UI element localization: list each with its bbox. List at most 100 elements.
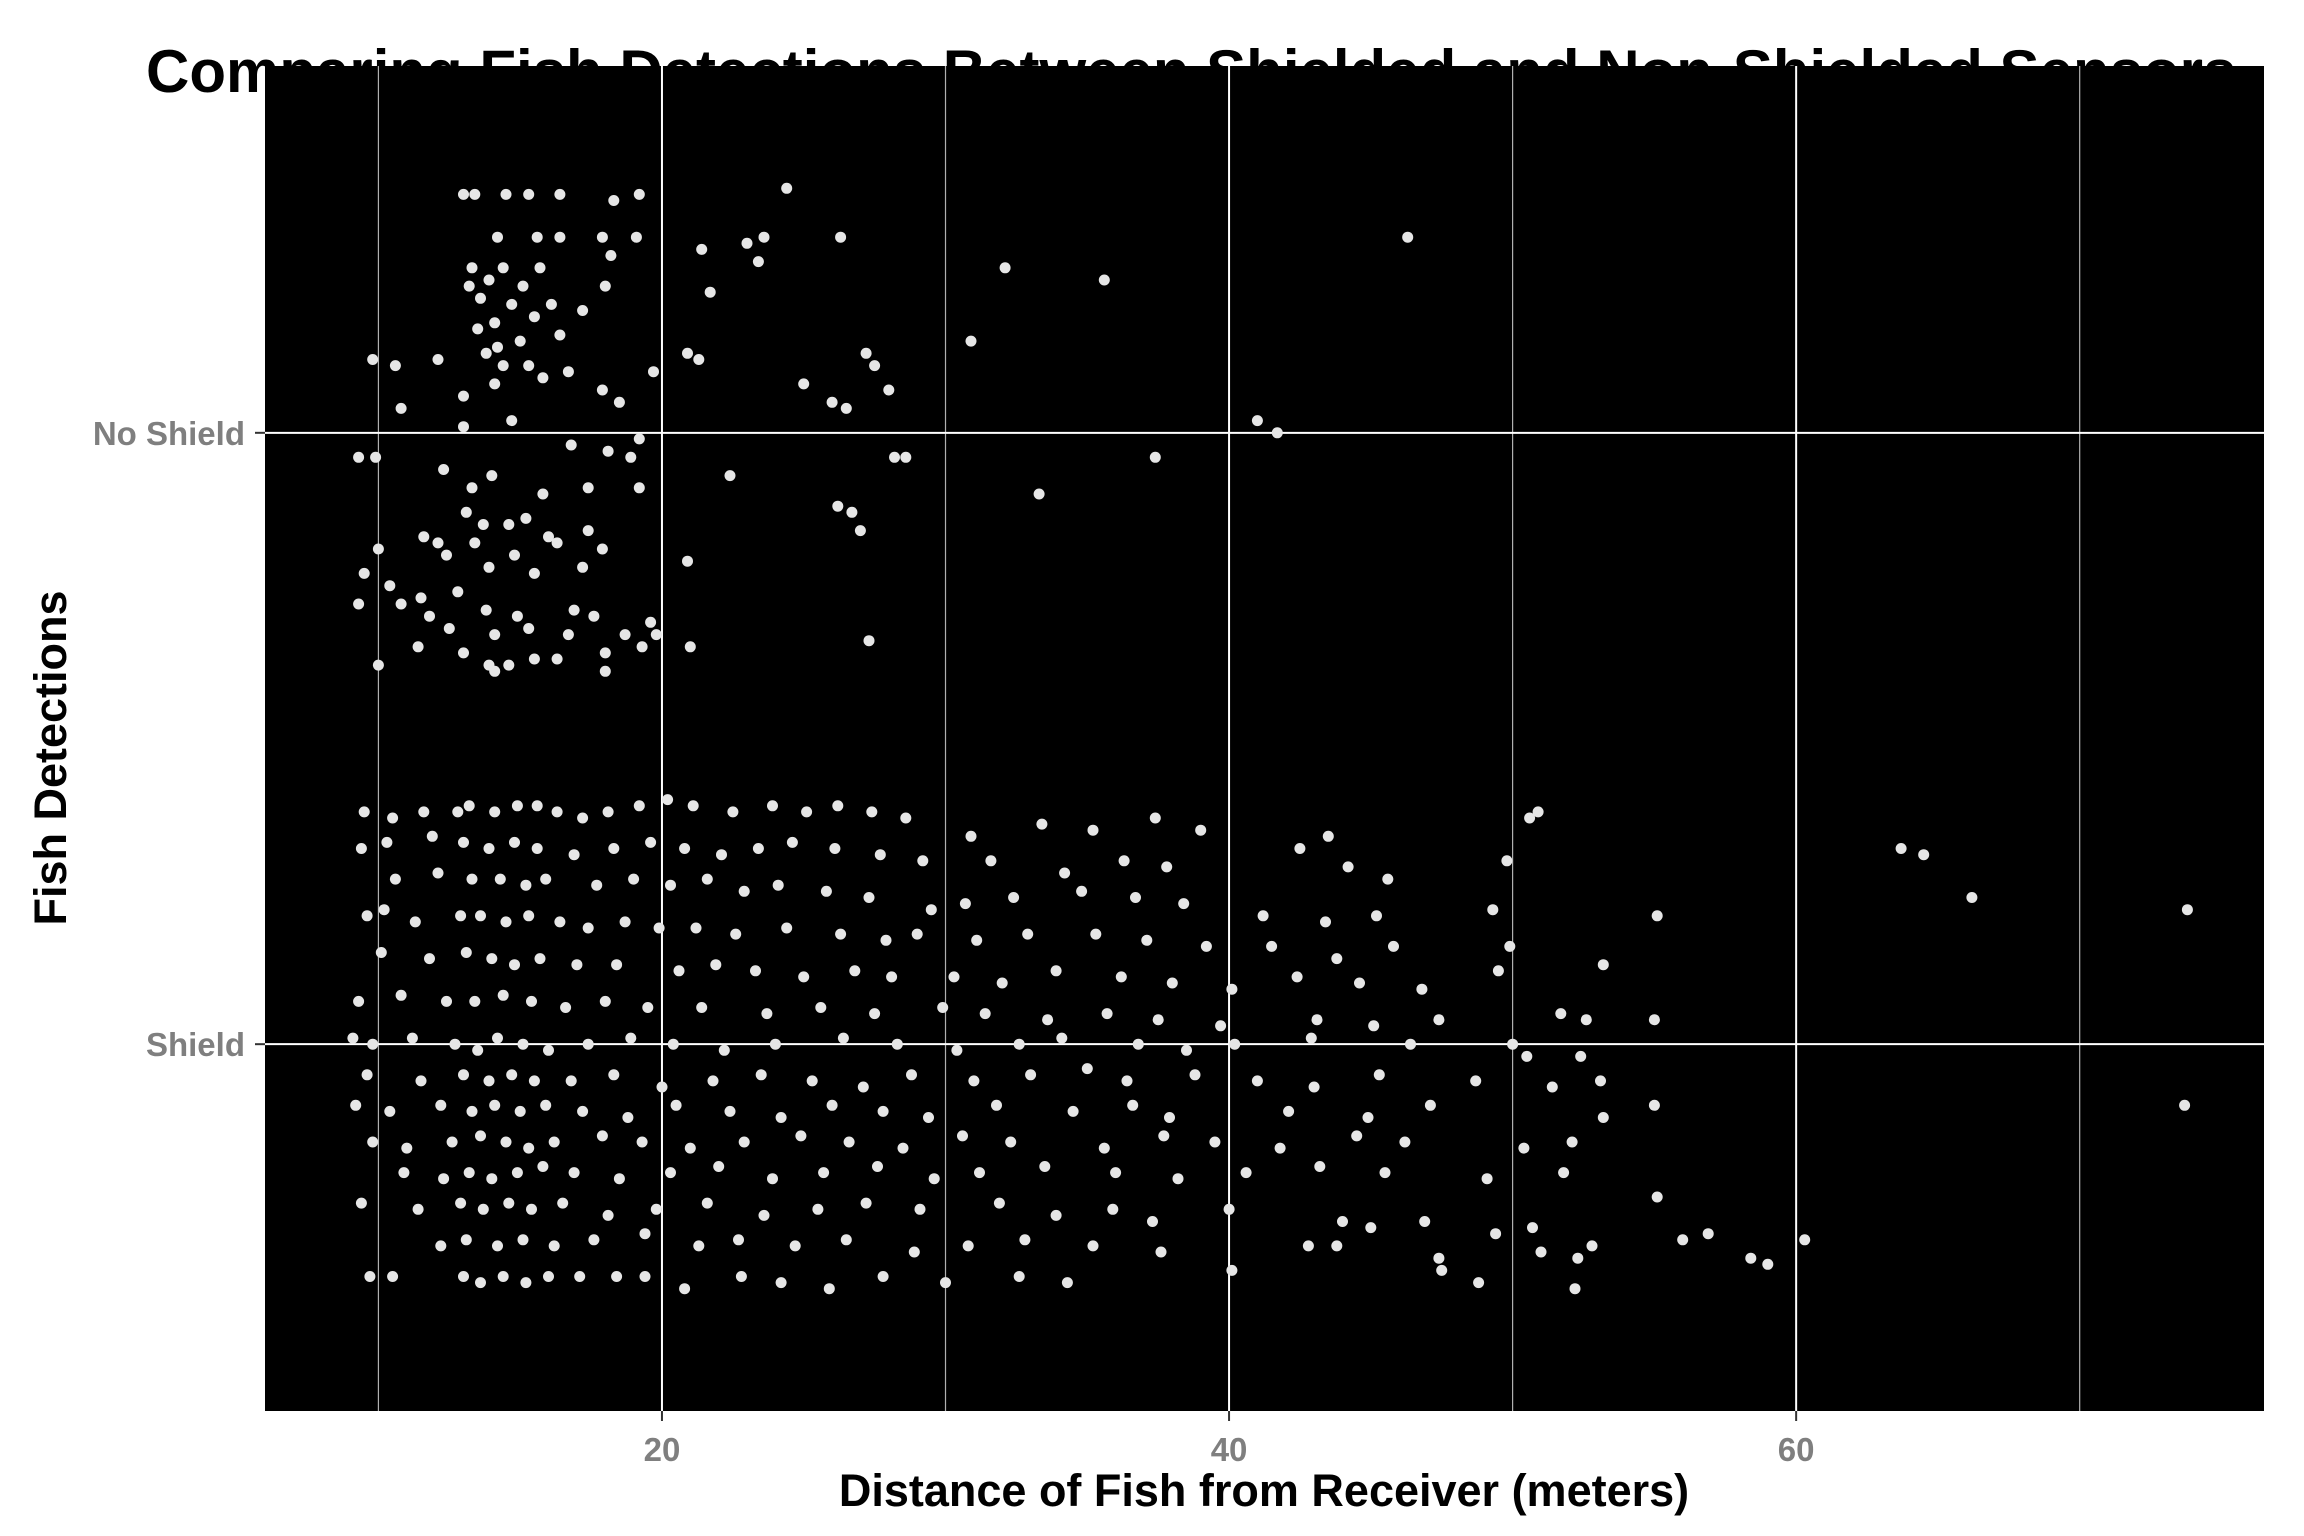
data-point: [940, 1277, 951, 1289]
data-point: [475, 1130, 486, 1142]
data-point: [1419, 1216, 1431, 1227]
x-axis-title: Distance of Fish from Receiver (meters): [839, 1465, 1689, 1516]
data-point: [1019, 1234, 1031, 1246]
data-point: [886, 971, 898, 983]
data-point: [492, 1240, 503, 1252]
data-point: [497, 262, 509, 274]
data-point: [682, 555, 693, 567]
data-point: [557, 1197, 569, 1209]
data-point: [1257, 910, 1269, 922]
data-point: [1107, 1203, 1119, 1215]
data-point: [1132, 1038, 1144, 1050]
data-point: [951, 1044, 963, 1056]
data-point: [716, 849, 727, 861]
data-point: [1895, 843, 1907, 854]
data-point: [840, 402, 852, 414]
data-point: [738, 885, 750, 897]
data-point: [511, 800, 523, 812]
data-point: [577, 812, 589, 824]
data-point: [1405, 1038, 1416, 1050]
data-point: [1098, 1142, 1110, 1154]
data-points: [347, 182, 2193, 1295]
data-point: [741, 237, 753, 249]
data-point: [540, 873, 552, 885]
data-point: [835, 231, 847, 243]
data-point: [1527, 1222, 1538, 1234]
data-point: [1127, 1099, 1139, 1111]
data-point: [679, 843, 691, 854]
data-point: [412, 1203, 424, 1215]
data-point: [1076, 885, 1088, 897]
data-point: [441, 549, 452, 561]
data-point: [648, 366, 659, 378]
y-axis-title: Fish Detections: [25, 590, 76, 925]
data-point: [1308, 1081, 1320, 1093]
data-point: [662, 794, 674, 806]
data-point: [472, 1044, 484, 1056]
data-point: [1311, 1014, 1323, 1026]
data-point: [506, 298, 518, 310]
data-point: [1702, 1228, 1714, 1240]
data-point: [460, 1234, 472, 1246]
data-point: [469, 188, 481, 200]
data-point: [1518, 1142, 1530, 1154]
data-point: [1087, 1240, 1099, 1252]
data-point: [523, 188, 535, 200]
data-point: [775, 1277, 787, 1289]
data-point: [483, 274, 495, 286]
data-point: [582, 922, 594, 934]
data-point: [801, 806, 813, 818]
data-point: [917, 855, 929, 867]
data-point: [701, 873, 713, 885]
data-point: [492, 341, 503, 353]
data-point: [883, 384, 895, 396]
data-point: [1524, 812, 1536, 824]
data-point: [534, 262, 546, 274]
data-point: [1152, 1014, 1164, 1026]
data-point: [577, 561, 589, 573]
data-point: [551, 653, 563, 665]
data-point: [1555, 1008, 1567, 1020]
data-point: [389, 873, 401, 885]
data-point: [1473, 1277, 1485, 1289]
data-point: [1087, 824, 1099, 836]
data-point: [846, 506, 858, 518]
data-point: [872, 1161, 883, 1172]
data-point: [395, 989, 407, 1001]
y-tick-label: No Shield: [93, 415, 245, 452]
data-point: [347, 1032, 359, 1044]
data-point: [772, 879, 784, 891]
data-point: [1056, 1032, 1068, 1044]
data-point: [1597, 1112, 1609, 1123]
data-point: [863, 892, 875, 903]
data-point: [596, 384, 608, 396]
data-point: [372, 659, 384, 671]
data-point: [492, 231, 503, 243]
data-point: [353, 598, 365, 610]
data-point: [1090, 928, 1102, 940]
data-point: [1648, 1014, 1660, 1026]
data-point: [517, 1038, 529, 1050]
data-point: [781, 922, 793, 934]
data-point: [367, 1038, 379, 1050]
data-point: [1677, 1234, 1689, 1246]
data-point: [460, 506, 472, 518]
data-point: [665, 1167, 676, 1179]
data-point: [562, 629, 574, 641]
data-point: [446, 1136, 458, 1148]
data-point: [1651, 910, 1663, 922]
data-point: [1745, 1252, 1757, 1264]
data-point: [1575, 1050, 1587, 1062]
data-point: [526, 995, 537, 1007]
data-point: [517, 1234, 529, 1246]
data-point: [528, 567, 540, 579]
data-point: [1166, 977, 1178, 989]
data-point: [531, 800, 543, 812]
data-point: [1368, 1020, 1380, 1032]
data-point: [406, 1032, 418, 1044]
data-point: [543, 1044, 554, 1056]
data-point: [645, 616, 657, 628]
data-point: [355, 1197, 367, 1209]
data-point: [367, 354, 379, 365]
data-point: [599, 647, 611, 659]
